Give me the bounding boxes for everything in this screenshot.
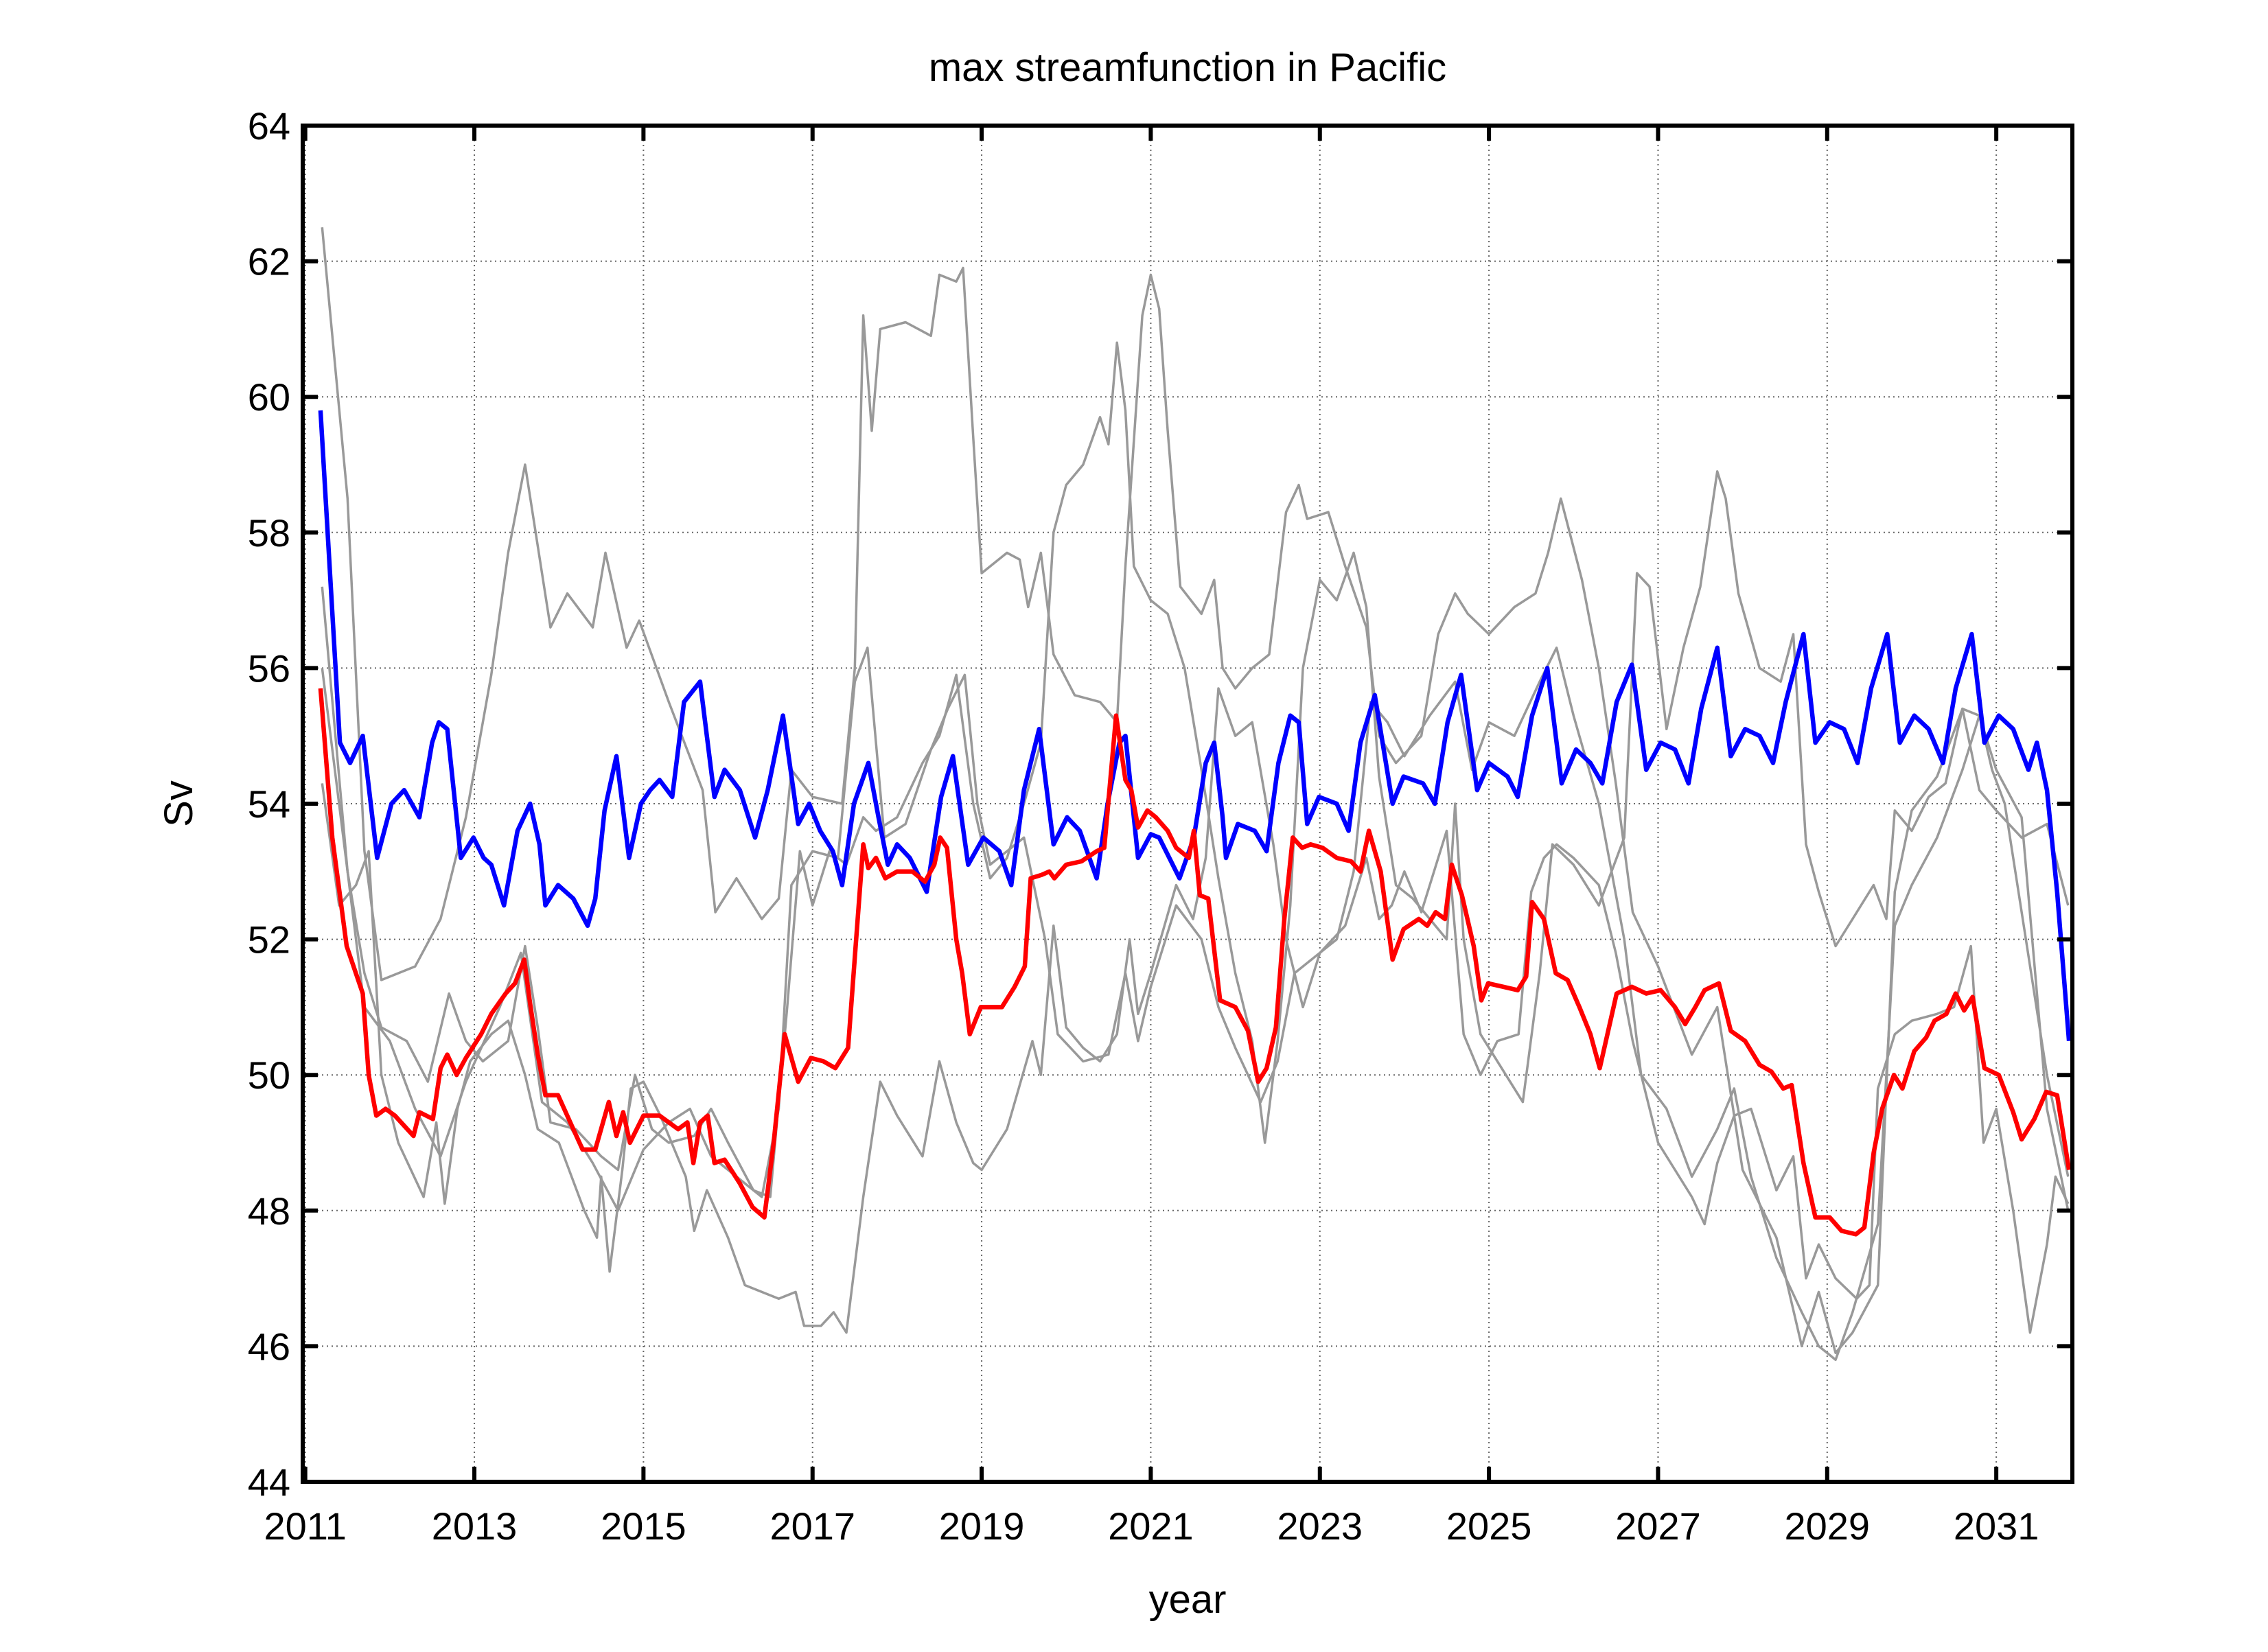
y-tick-label: 48 <box>248 1189 290 1233</box>
series-line-member-3 <box>321 687 2070 1334</box>
y-tick-label: 50 <box>248 1054 290 1097</box>
series-line-member-4 <box>321 647 2070 1361</box>
x-tick-label: 2021 <box>1108 1504 1194 1548</box>
y-tick-label: 56 <box>248 647 290 690</box>
axes: 44 46 48 50 52 54 56 58 60 62 64 2011 2013 2015 2017 20… <box>248 104 2074 1548</box>
grid <box>303 126 2072 1482</box>
y-tick-label: 54 <box>248 782 290 826</box>
x-axis-label: year <box>1149 1577 1227 1622</box>
x-tick-label: 2017 <box>769 1504 855 1548</box>
series-line-member-2 <box>321 341 2070 1198</box>
y-tick-label: 44 <box>248 1461 290 1504</box>
y-tick-label: 58 <box>248 511 290 555</box>
x-tick-label: 2013 <box>432 1504 518 1548</box>
series-line-blue <box>318 410 2072 1042</box>
x-tick-label: 2011 <box>264 1504 346 1548</box>
y-axis-label: Sv <box>157 780 201 827</box>
x-tick-label: 2029 <box>1785 1504 1871 1548</box>
y-tick-label: 62 <box>248 240 290 283</box>
plot-frame <box>301 124 2074 1484</box>
x-tick-label: 2019 <box>939 1504 1025 1548</box>
x-tick-label: 2023 <box>1277 1504 1363 1548</box>
y-tick-label: 60 <box>248 375 290 419</box>
x-tick-label: 2015 <box>601 1504 686 1548</box>
series-line-member-1 <box>321 227 2070 1355</box>
series-lines <box>318 227 2072 1361</box>
x-tick-label: 2031 <box>1954 1504 2039 1548</box>
series-line-red <box>318 688 2072 1237</box>
x-tick-label: 2027 <box>1615 1504 1701 1548</box>
y-tick-label: 52 <box>248 918 290 962</box>
x-tick-label: 2025 <box>1446 1504 1532 1548</box>
y-tick-label: 64 <box>248 104 290 148</box>
chart-title: max streamfunction in Pacific <box>929 45 1446 90</box>
y-tick-label: 46 <box>248 1325 290 1368</box>
